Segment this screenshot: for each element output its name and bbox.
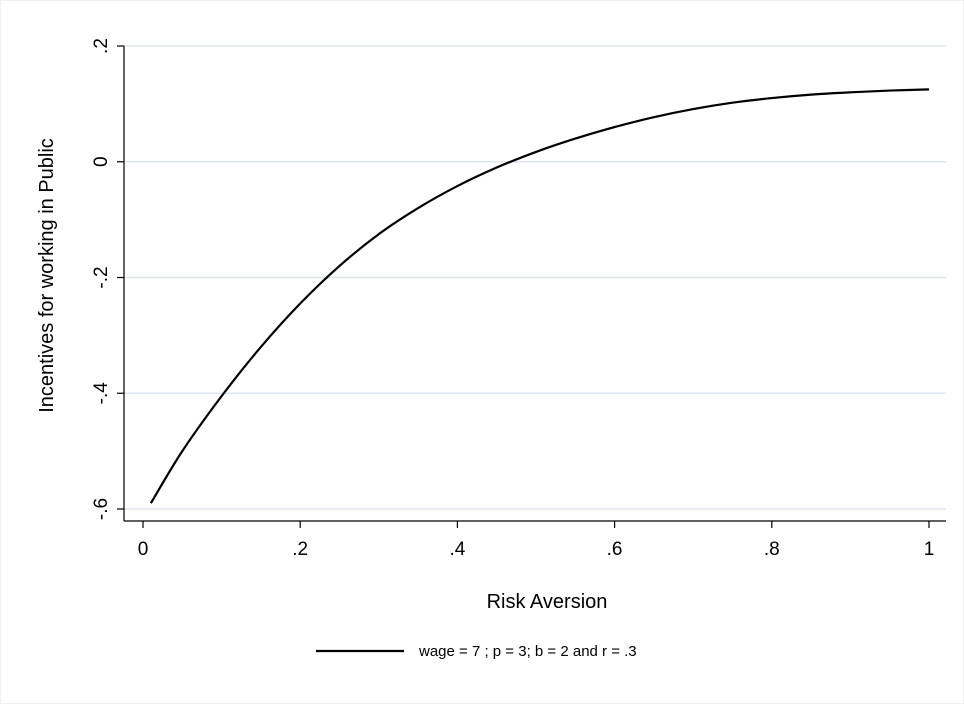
y-tick-label-4: .2: [91, 38, 112, 54]
x-tick-label-3: .6: [607, 539, 623, 560]
x-tick-label-4: .8: [764, 539, 780, 560]
grid-lines: [124, 45, 946, 510]
x-axis-ticks: 0 .2 .4 .6 .8 1: [138, 521, 935, 560]
x-tick-label-0: 0: [138, 539, 149, 560]
axes: [123, 46, 946, 522]
x-axis-title: Risk Aversion: [487, 591, 608, 613]
x-tick-label-2: .4: [449, 539, 465, 560]
legend-label: wage = 7 ; p = 3; b = 2 and r = .3: [418, 643, 637, 660]
series-line-0: [149, 88, 930, 504]
series-layer: [149, 88, 930, 504]
y-tick-label-2: -.2: [91, 266, 112, 288]
y-axis-title: Incentives for working in Public: [36, 138, 58, 413]
y-axis-ticks: -.6 -.4 -.2 0 .2: [91, 38, 124, 520]
y-tick-label-0: -.6: [91, 498, 112, 520]
y-tick-label-3: 0: [91, 156, 112, 167]
y-tick-label-1: -.4: [91, 382, 112, 405]
x-tick-label-5: 1: [924, 539, 935, 560]
legend: wage = 7 ; p = 3; b = 2 and r = .3: [316, 643, 637, 660]
x-tick-label-1: .2: [292, 539, 308, 560]
